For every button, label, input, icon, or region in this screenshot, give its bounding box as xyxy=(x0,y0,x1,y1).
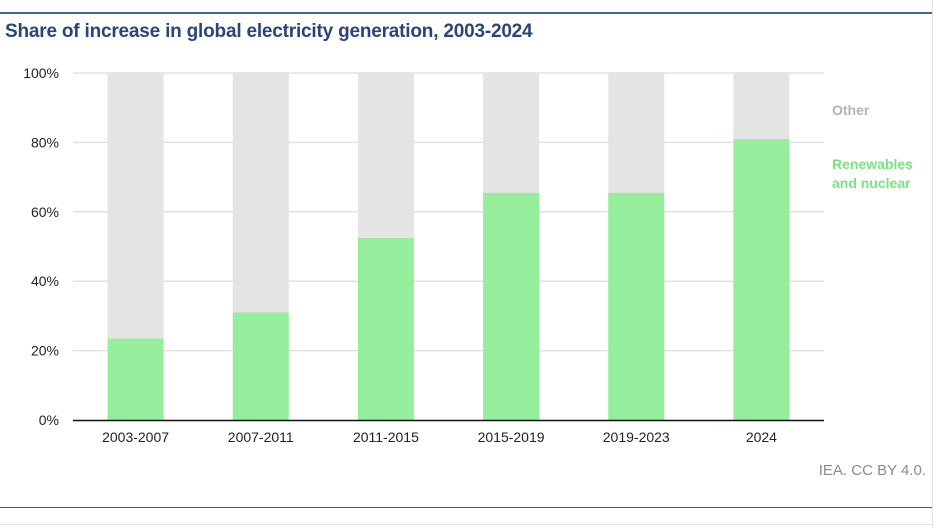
bar-renewables-and-nuclear xyxy=(733,138,790,420)
y-tick-label: 80% xyxy=(31,134,59,150)
bar-other xyxy=(733,73,790,139)
bar-renewables-and-nuclear xyxy=(107,338,164,420)
bar-renewables-and-nuclear xyxy=(232,312,289,420)
y-tick-label: 20% xyxy=(31,343,59,359)
y-tick-label: 100% xyxy=(23,65,59,81)
bar-other xyxy=(483,73,540,193)
legend-item-renewables-and-nuclear: Renewables and nuclear xyxy=(832,156,913,191)
y-tick-label: 0% xyxy=(39,412,59,428)
bar-other xyxy=(107,73,164,339)
source-credit: IEA. CC BY 4.0. xyxy=(818,462,926,479)
bar-renewables-and-nuclear xyxy=(357,237,414,420)
x-tick-label: 2024 xyxy=(746,429,777,445)
x-tick-label: 2015-2019 xyxy=(478,429,545,445)
legend-item-other: Other xyxy=(832,102,870,118)
frame-border-right xyxy=(932,0,933,528)
x-tick-label: 2011-2015 xyxy=(353,429,419,445)
gridlines xyxy=(73,72,824,352)
top-rule xyxy=(0,12,932,14)
legend: Other Renewables and nuclear xyxy=(832,102,913,191)
y-tick-label: 40% xyxy=(31,273,59,289)
x-tick-label: 2007-2011 xyxy=(228,429,294,445)
bar-other xyxy=(357,73,414,238)
frame-border-bottom xyxy=(0,524,932,525)
bars xyxy=(107,73,790,420)
x-axis-labels: 2003-2007 2007-2011 2011-2015 2015-2019 2019… xyxy=(102,429,777,445)
x-tick-label: 2003-2007 xyxy=(102,429,169,445)
bar-renewables-and-nuclear xyxy=(483,192,540,420)
bar-renewables-and-nuclear xyxy=(608,192,665,420)
y-axis-labels: 0% 20% 40% 60% 80% 100% xyxy=(23,65,59,428)
y-tick-label: 60% xyxy=(31,204,59,220)
bar-other xyxy=(608,73,665,193)
chart-title: Share of increase in global electricity … xyxy=(5,21,533,42)
bottom-rule xyxy=(0,507,932,508)
bar-other xyxy=(232,73,289,313)
x-tick-label: 2019-2023 xyxy=(603,429,670,445)
